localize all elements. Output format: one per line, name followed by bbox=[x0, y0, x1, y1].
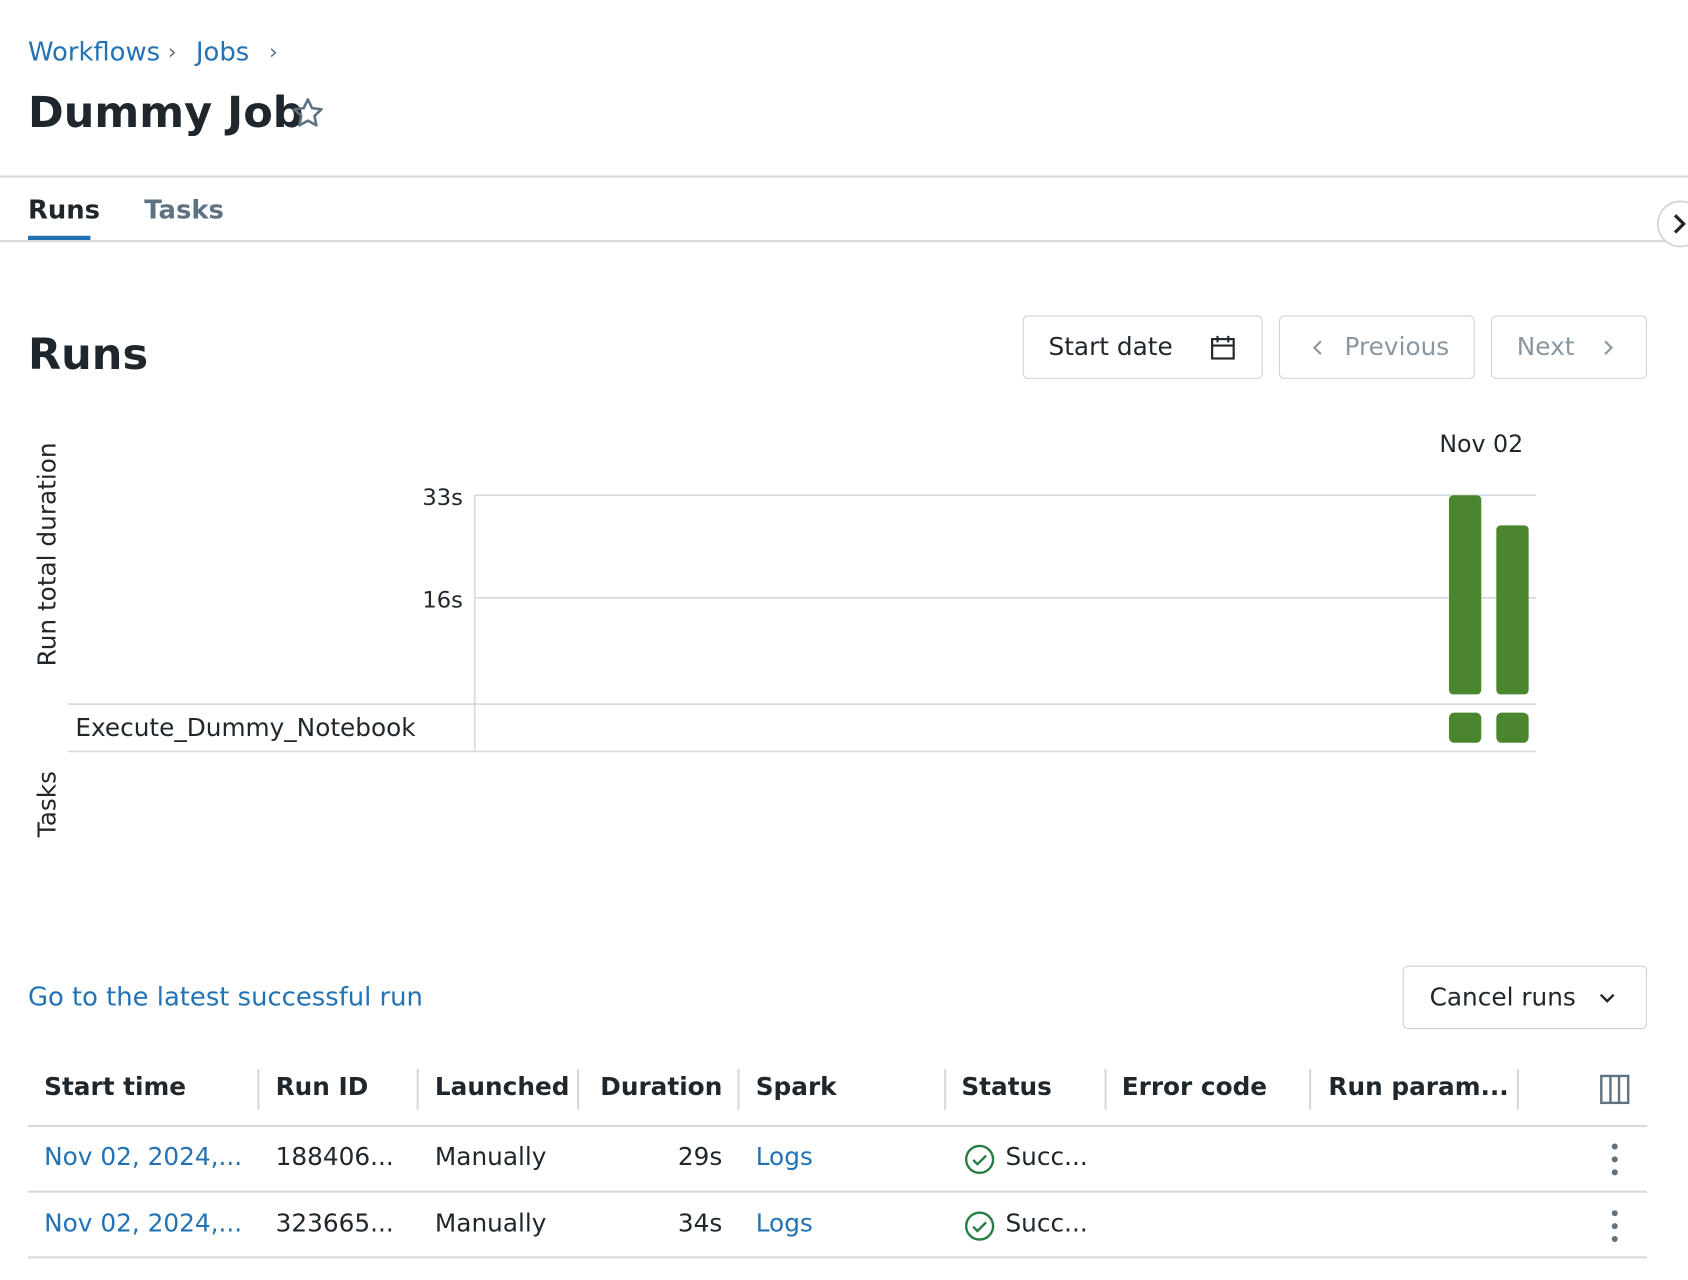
task-status bbox=[1496, 712, 1529, 743]
breadcrumb-link[interactable]: Jobs bbox=[195, 36, 250, 67]
column-separator bbox=[1309, 1068, 1311, 1110]
duration: 29s bbox=[677, 1143, 723, 1172]
run-id: 188406... bbox=[275, 1143, 394, 1172]
kebab-icon bbox=[1611, 1210, 1618, 1243]
chevron-right bbox=[1604, 340, 1614, 355]
calendar-icon bbox=[1211, 335, 1235, 360]
task-row-label: Execute_Dummy_Notebook bbox=[75, 713, 416, 742]
column-separator bbox=[577, 1068, 579, 1110]
status-icon bbox=[963, 1143, 995, 1175]
column-header: Status bbox=[961, 1073, 1052, 1102]
column-header: Launched bbox=[434, 1073, 570, 1102]
check-icon bbox=[964, 1144, 995, 1175]
date-label: Nov 02 bbox=[1439, 430, 1523, 458]
columns-toggle[interactable] bbox=[1600, 1074, 1630, 1105]
previous-button[interactable]: Previous bbox=[1278, 315, 1475, 379]
kebab-icon bbox=[1611, 1143, 1618, 1176]
launched: Manually bbox=[434, 1143, 547, 1172]
next-button[interactable]: Next bbox=[1490, 315, 1648, 379]
bar bbox=[1496, 525, 1529, 695]
tab-indicator bbox=[27, 235, 91, 241]
status: Succ... bbox=[1005, 1143, 1088, 1172]
task-status bbox=[1448, 712, 1482, 743]
column-header: Duration bbox=[600, 1073, 723, 1102]
chevron-down bbox=[1599, 993, 1615, 1003]
button-label: Start date bbox=[1048, 333, 1173, 362]
button-label: Next bbox=[1516, 333, 1575, 362]
run-start-link[interactable]: Nov 02, 2024,... bbox=[44, 1209, 243, 1238]
column-separator bbox=[416, 1068, 419, 1110]
column-header: Spark bbox=[755, 1073, 837, 1102]
row-menu[interactable] bbox=[1604, 1210, 1626, 1243]
run-start-link[interactable]: Nov 02, 2024,... bbox=[44, 1143, 243, 1172]
column-header: Run param... bbox=[1328, 1073, 1509, 1102]
logs-link[interactable]: Logs bbox=[755, 1143, 813, 1172]
run-id: 323665... bbox=[275, 1209, 394, 1238]
y-tick-label: 33s bbox=[422, 485, 463, 511]
logs-link[interactable]: Logs bbox=[755, 1209, 813, 1238]
column-separator bbox=[944, 1068, 946, 1110]
column-separator bbox=[1516, 1068, 1519, 1110]
table-border bbox=[27, 1190, 1648, 1193]
button-label: Cancel runs bbox=[1429, 983, 1576, 1012]
status: Succ... bbox=[1005, 1209, 1088, 1238]
table-border bbox=[27, 1124, 1648, 1127]
breadcrumb-link[interactable]: Workflows bbox=[27, 36, 161, 67]
breadcrumb-separator: › bbox=[167, 38, 177, 65]
column-separator bbox=[257, 1068, 259, 1110]
y-axis-label: Run total duration bbox=[32, 442, 61, 666]
divider bbox=[0, 240, 1688, 242]
launched: Manually bbox=[434, 1209, 547, 1238]
cancel-runs-button[interactable]: Cancel runs bbox=[1402, 965, 1648, 1030]
chevron-left bbox=[1312, 340, 1322, 355]
tab[interactable]: Tasks bbox=[144, 194, 224, 225]
button-label: Previous bbox=[1344, 333, 1450, 362]
column-separator bbox=[1104, 1068, 1107, 1110]
duration: 34s bbox=[677, 1209, 723, 1238]
tasks-axis-label: Tasks bbox=[32, 771, 61, 838]
row-menu[interactable] bbox=[1604, 1143, 1626, 1176]
breadcrumb-separator: › bbox=[269, 38, 278, 65]
latest-run-link[interactable]: Go to the latest successful run bbox=[27, 981, 423, 1012]
bar bbox=[1448, 495, 1482, 695]
section-title: Runs bbox=[27, 330, 149, 381]
page-title: Dummy Job bbox=[27, 88, 304, 138]
status-icon bbox=[963, 1210, 995, 1242]
favorite-star[interactable] bbox=[291, 96, 325, 130]
check-icon bbox=[964, 1211, 995, 1241]
divider bbox=[0, 175, 1688, 178]
column-header: Error code bbox=[1121, 1073, 1268, 1102]
runs-chart: Run total duration Tasks Nov 02 16s 33s Ex… bbox=[32, 430, 1537, 838]
column-separator bbox=[737, 1068, 740, 1110]
start-date-button[interactable]: Start date bbox=[1022, 315, 1263, 379]
y-tick-label: 16s bbox=[422, 588, 463, 614]
tab-active[interactable]: Runs bbox=[27, 194, 101, 225]
column-header: Run ID bbox=[275, 1073, 369, 1102]
table-border bbox=[27, 1256, 1648, 1258]
column-header: Start time bbox=[44, 1073, 187, 1102]
collapse-panel-button[interactable] bbox=[1656, 199, 1688, 249]
